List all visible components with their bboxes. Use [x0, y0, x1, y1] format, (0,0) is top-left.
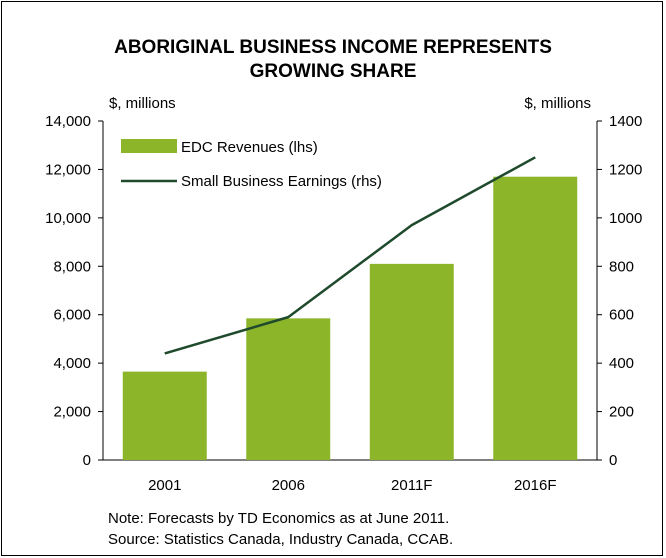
left-tick-label: 0: [83, 452, 91, 469]
left-tick-label: 2,000: [53, 404, 91, 421]
legend-swatch-edc-revenues: [121, 139, 177, 153]
left-tick-label: 8,000: [53, 258, 91, 275]
line-small-business-earnings: [164, 156, 536, 355]
left-tick-label: 12,000: [45, 161, 91, 178]
bar-edc-revenues: [122, 371, 207, 460]
left-tick-label: 10,000: [45, 210, 91, 227]
x-tick-label: 2006: [272, 477, 305, 494]
x-tick-label: 2001: [148, 477, 181, 494]
right-tick-label: 200: [609, 404, 634, 421]
bar-edc-revenues: [369, 263, 454, 460]
right-tick-label: 800: [609, 258, 634, 275]
left-unit-label: $, millions: [109, 95, 176, 112]
right-tick-label: 0: [609, 452, 617, 469]
left-tick-label: 4,000: [53, 355, 91, 372]
bar-edc-revenues: [246, 318, 331, 460]
left-tick-label: 6,000: [53, 307, 91, 324]
left-tick-label: 14,000: [45, 113, 91, 130]
right-tick-label: 400: [609, 355, 634, 372]
chart-plot: 0 2,000 4,000 6,000 8,000 10,000 12,000 14,000 0…: [45, 95, 642, 494]
source-note: Source: Statistics Canada, Industry Cana…: [108, 531, 454, 548]
right-tick-label: 1200: [609, 161, 642, 178]
right-tick-label: 1400: [609, 113, 642, 130]
chart-notes: Note: Forecasts by TD Economics as at Ju…: [108, 508, 453, 550]
right-tick-label: 1000: [609, 210, 642, 227]
legend-label-small-business-earnings: Small Business Earnings (rhs): [181, 173, 382, 190]
chart-title-line-1: ABORIGINAL BUSINESS INCOME REPRESENTS: [114, 37, 552, 58]
bar-edc-revenues: [493, 176, 578, 460]
right-tick-label: 600: [609, 307, 634, 324]
x-tick-label: 2011F: [391, 477, 432, 494]
right-unit-label: $, millions: [524, 95, 591, 112]
legend-label-edc-revenues: EDC Revenues (lhs): [181, 139, 318, 156]
forecast-note: Note: Forecasts by TD Economics as at Ju…: [108, 510, 450, 527]
x-tick-label: 2016F: [514, 477, 557, 494]
chart-title: ABORIGINAL BUSINESS INCOME REPRESENTS GR…: [0, 36, 666, 84]
chart-title-line-2: GROWING SHARE: [249, 61, 417, 82]
